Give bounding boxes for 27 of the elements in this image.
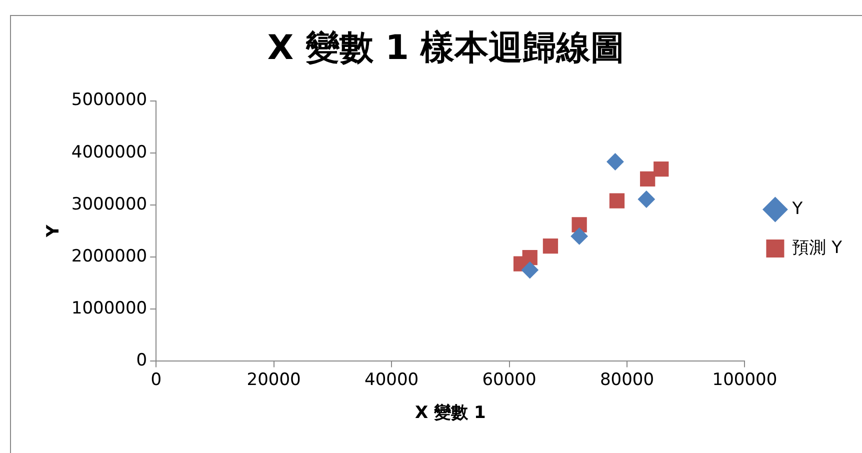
x-tick-label: 100000 bbox=[712, 370, 778, 390]
point bbox=[606, 153, 624, 170]
y-tick-label: 1000000 bbox=[71, 298, 148, 319]
y-axis-title: Y bbox=[44, 224, 64, 238]
y-tick-label: 4000000 bbox=[71, 142, 148, 162]
point bbox=[522, 250, 538, 266]
point bbox=[638, 190, 655, 208]
x-tick-label: 80000 bbox=[600, 370, 654, 390]
x-tick-label: 60000 bbox=[482, 370, 536, 390]
y-tick-label: 0 bbox=[136, 350, 148, 371]
chart-title: X 變數 1 樣本迴歸線圖 bbox=[267, 28, 625, 68]
y-tick-label: 5000000 bbox=[71, 90, 148, 110]
point bbox=[654, 161, 669, 177]
y-tick-label: 2000000 bbox=[71, 246, 148, 266]
point bbox=[572, 217, 587, 232]
x-tick-label: 40000 bbox=[364, 370, 419, 390]
point bbox=[609, 193, 625, 208]
legend-label: Y bbox=[791, 198, 804, 219]
x-axis-title: X 變數 1 bbox=[415, 403, 486, 424]
point bbox=[640, 171, 656, 186]
y-tick-label: 3000000 bbox=[71, 194, 148, 214]
legend-label: 預測 Y bbox=[792, 238, 843, 258]
point bbox=[570, 228, 588, 245]
point bbox=[542, 238, 558, 254]
point bbox=[521, 262, 538, 279]
x-tick-label: 0 bbox=[150, 370, 162, 390]
x-tick-label: 20000 bbox=[246, 370, 301, 390]
